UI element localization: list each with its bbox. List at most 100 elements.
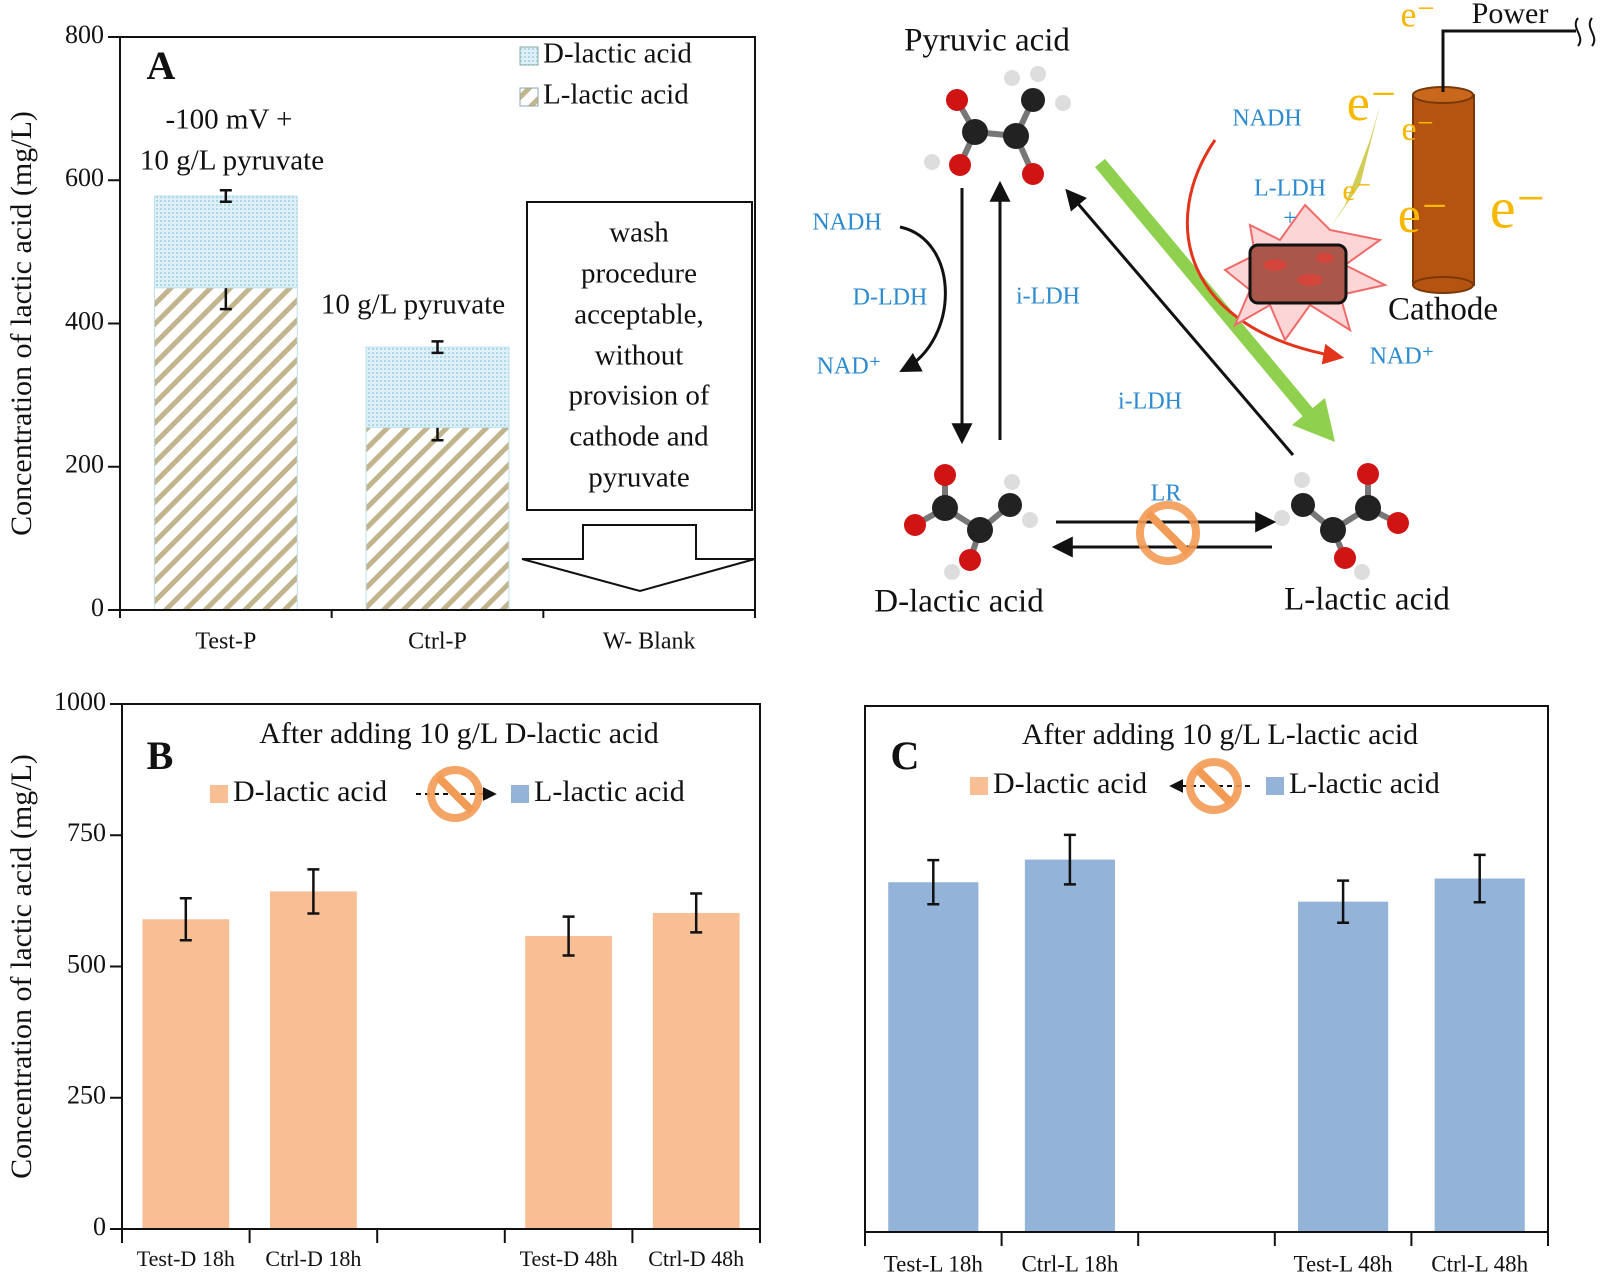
box-text: cathode and xyxy=(569,421,709,453)
y-tick-label: 750 xyxy=(67,818,106,847)
block-arrow xyxy=(521,524,756,593)
x-tick-label: Ctrl-D 18h xyxy=(265,1246,361,1271)
box-text: wash xyxy=(609,217,669,249)
no-symbol xyxy=(1194,766,1234,806)
electron-label: e⁻ xyxy=(1490,175,1546,240)
x-tick-label: W- Blank xyxy=(603,629,696,655)
legend-label: D-lactic acid xyxy=(993,767,1147,800)
legend-swatch xyxy=(519,46,539,66)
box-text: pyruvate xyxy=(588,462,689,494)
box-text: acceptable, xyxy=(574,299,704,331)
error-bar xyxy=(307,868,320,915)
bar xyxy=(153,195,298,289)
legend-label: L-lactic acid xyxy=(534,775,685,808)
curved-arrow xyxy=(1186,139,1345,365)
electron-label: e⁻ xyxy=(1347,75,1398,132)
legend-label: D-lactic acid xyxy=(543,38,692,70)
chart-title: After adding 10 g/L L-lactic acid xyxy=(1022,718,1418,751)
bar xyxy=(365,426,510,611)
x-tick-label: Test-D 18h xyxy=(137,1246,235,1271)
panel-a-annotations: -100 mV + 10 g/L pyruvate 10 g/L pyruvat… xyxy=(140,104,756,593)
bar xyxy=(365,346,510,428)
note-box xyxy=(526,201,753,511)
electron-label: e⁻ xyxy=(1401,111,1434,148)
legend-decor xyxy=(416,758,1250,822)
wire xyxy=(1441,29,1576,92)
cathode-label: Cathode xyxy=(1388,292,1498,328)
cofactor-label: NADH xyxy=(812,210,881,236)
wire-break xyxy=(1574,17,1596,47)
y-tick-label: 600 xyxy=(65,163,104,192)
arrow xyxy=(1065,188,1295,456)
molecule-label: D-lactic acid xyxy=(874,584,1044,620)
y-tick-label: 1000 xyxy=(54,687,106,716)
box-text: without xyxy=(595,340,684,372)
x-tick-label: Ctrl-P xyxy=(408,629,467,655)
x-tick-label: Test-L 18h xyxy=(884,1251,984,1276)
panel-letter: C xyxy=(891,733,920,778)
pathway-diagram: Pyruvic acid D-lactic acid L-lactic acid xyxy=(812,0,1596,620)
legend-swatch xyxy=(210,785,228,803)
error-bar xyxy=(562,915,575,957)
pyruvate-molecule xyxy=(924,66,1071,185)
cofactor-label: NAD⁺ xyxy=(817,354,882,380)
box-text: provision of xyxy=(569,380,710,412)
x-tick-label: Test-P xyxy=(195,629,256,655)
box-text: procedure xyxy=(581,258,697,290)
y-axis-label: Concentration of lactic acid (mg/L) xyxy=(5,111,38,536)
enzyme-label: i-LDH xyxy=(1118,389,1182,415)
molecule-label: L-lactic acid xyxy=(1284,582,1450,618)
bar xyxy=(525,936,612,1229)
y-axis-label: Concentration of lactic acid (mg/L) xyxy=(5,754,38,1179)
no-symbol xyxy=(435,774,475,814)
l-lactate-molecule xyxy=(1274,463,1409,580)
error-bar xyxy=(179,897,192,942)
bar xyxy=(142,919,230,1229)
enzyme-label: LR xyxy=(1151,481,1182,507)
bar xyxy=(1434,878,1525,1232)
y-tick-label: 0 xyxy=(93,1212,106,1241)
y-tick-label: 250 xyxy=(67,1081,106,1110)
y-tick-label: 800 xyxy=(65,20,104,49)
y-tick-label: 200 xyxy=(65,450,104,479)
x-tick-label: Ctrl-D 48h xyxy=(648,1246,744,1271)
annotation: -100 mV + xyxy=(166,104,293,136)
electron-label: e⁻ xyxy=(1398,187,1449,244)
enzyme-label: L-LDH xyxy=(1254,176,1326,202)
legend-label: L-lactic acid xyxy=(543,79,689,111)
x-tick-label: Test-D 48h xyxy=(520,1246,618,1271)
x-tick-label: Ctrl-L 48h xyxy=(1431,1251,1528,1276)
molecule-label: Pyruvic acid xyxy=(904,23,1070,59)
bacteria-image xyxy=(1248,243,1348,305)
curved-arrow xyxy=(899,225,947,372)
error-bar xyxy=(219,189,232,203)
legend-swatch xyxy=(519,87,539,107)
bar xyxy=(652,912,740,1229)
cofactor-label: NAD⁺ xyxy=(1370,344,1435,370)
error-bar xyxy=(1063,833,1076,886)
legend-swatch xyxy=(511,785,529,803)
annotation: 10 g/L pyruvate xyxy=(321,289,505,321)
panel-letter: A xyxy=(147,43,176,88)
error-bar xyxy=(927,858,940,906)
bar xyxy=(888,882,979,1232)
no-symbol xyxy=(1136,501,1200,565)
legend-label: D-lactic acid xyxy=(233,775,387,808)
bar xyxy=(270,891,357,1229)
error-bar xyxy=(1473,853,1486,904)
y-tick-label: 400 xyxy=(65,306,104,335)
bar xyxy=(153,287,298,611)
enzyme-label: i-LDH xyxy=(1016,284,1080,310)
bar xyxy=(1024,859,1115,1232)
no-symbol xyxy=(1145,510,1191,556)
green-arrowhead xyxy=(1292,398,1335,442)
cathode xyxy=(1412,94,1475,286)
x-tick-label: Test-L 48h xyxy=(1294,1251,1394,1276)
x-tick-label: Ctrl-L 18h xyxy=(1021,1251,1118,1276)
error-bar xyxy=(690,892,703,934)
enzyme-label: D-LDH xyxy=(853,285,928,311)
green-arrow xyxy=(1095,158,1315,420)
cofactor-label: NADH xyxy=(1232,106,1301,132)
error-bar xyxy=(1337,879,1350,924)
